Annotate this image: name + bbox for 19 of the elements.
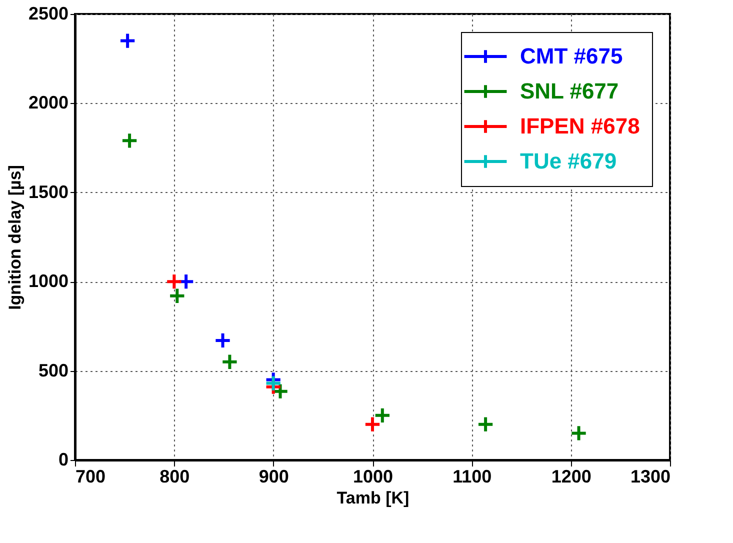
legend-label: TUe #679 [520, 148, 617, 174]
y-tick-label: 2000 [28, 92, 68, 113]
y-tick-label: 2500 [28, 4, 68, 24]
y-tick-label: 500 [38, 360, 68, 380]
x-tick-label: 700 [76, 466, 106, 486]
legend-label: SNL #677 [520, 78, 619, 104]
x-axis-title: Tamb [K] [336, 488, 410, 508]
x-tick-label: 1200 [551, 466, 592, 486]
legend-label: IFPEN #678 [520, 114, 640, 138]
x-tick-label: 800 [160, 466, 190, 486]
x-tick-label: 1000 [352, 466, 394, 486]
legend-label: CMT #675 [520, 44, 623, 68]
y-tick-label: 1500 [28, 182, 68, 202]
y-axis-title: Ignition delay [µs] [5, 165, 24, 310]
y-tick-label: 1000 [28, 271, 68, 292]
x-tick-label: 1300 [630, 466, 670, 486]
x-tick-label: 900 [258, 466, 289, 486]
x-tick-label: 1100 [452, 466, 492, 486]
y-tick-label: 0 [58, 450, 68, 470]
